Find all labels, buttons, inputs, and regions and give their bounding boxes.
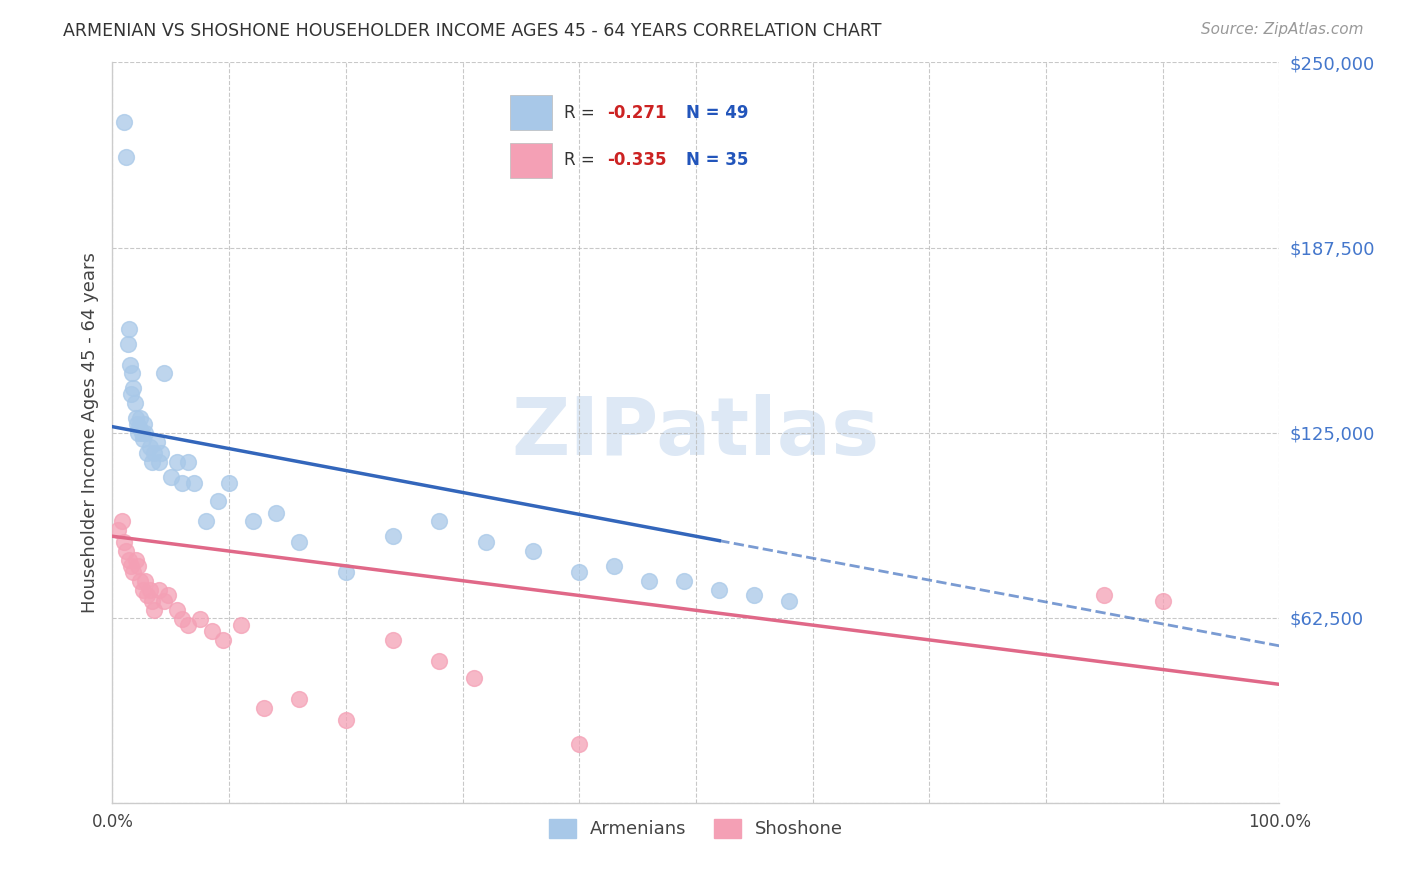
Point — [288, 692, 311, 706]
Point — [183, 475, 205, 490]
Point — [253, 701, 276, 715]
Text: ZIPatlas: ZIPatlas — [512, 393, 880, 472]
Point — [132, 432, 155, 446]
Point — [117, 336, 139, 351]
Point — [1094, 589, 1116, 603]
Point — [107, 524, 129, 538]
Point — [709, 582, 731, 597]
Point — [381, 529, 404, 543]
Point — [166, 455, 188, 469]
Point — [146, 434, 169, 449]
Point — [744, 589, 766, 603]
Point — [177, 618, 200, 632]
Point — [136, 589, 159, 603]
Point — [335, 713, 357, 727]
Point — [603, 558, 626, 573]
Point — [212, 632, 235, 647]
Point — [143, 603, 166, 617]
Point — [153, 594, 176, 608]
Point — [475, 535, 498, 549]
Point — [129, 574, 152, 588]
Point — [128, 419, 150, 434]
Point — [218, 475, 240, 490]
Point — [160, 470, 183, 484]
Point — [141, 594, 163, 608]
Point — [139, 582, 162, 597]
Point — [122, 565, 145, 579]
Point — [568, 565, 591, 579]
Point — [118, 322, 141, 336]
Point — [172, 612, 194, 626]
Point — [111, 515, 134, 529]
Point — [166, 603, 188, 617]
Point — [143, 446, 166, 460]
Point — [148, 455, 170, 469]
Point — [427, 515, 450, 529]
Point — [522, 544, 544, 558]
Point — [122, 381, 145, 395]
Point — [778, 594, 800, 608]
Point — [139, 441, 162, 455]
Point — [157, 589, 180, 603]
Point — [463, 672, 485, 686]
Point — [207, 493, 229, 508]
Point — [335, 565, 357, 579]
Point — [134, 574, 156, 588]
Text: Source: ZipAtlas.com: Source: ZipAtlas.com — [1201, 22, 1364, 37]
Point — [673, 574, 696, 588]
Point — [141, 455, 163, 469]
Point — [120, 387, 142, 401]
Point — [177, 455, 200, 469]
Point — [115, 150, 138, 164]
Point — [132, 582, 155, 597]
Legend: Armenians, Shoshone: Armenians, Shoshone — [541, 812, 851, 846]
Point — [427, 654, 450, 668]
Point — [129, 410, 152, 425]
Point — [112, 114, 135, 128]
Point — [127, 558, 149, 573]
Point — [121, 367, 143, 381]
Point — [188, 612, 211, 626]
Point — [242, 515, 264, 529]
Point — [148, 582, 170, 597]
Point — [568, 737, 591, 751]
Point — [132, 417, 155, 431]
Point — [264, 506, 287, 520]
Point — [131, 425, 153, 440]
Text: ARMENIAN VS SHOSHONE HOUSEHOLDER INCOME AGES 45 - 64 YEARS CORRELATION CHART: ARMENIAN VS SHOSHONE HOUSEHOLDER INCOME … — [63, 22, 882, 40]
Point — [124, 396, 146, 410]
Point — [172, 475, 194, 490]
Point — [201, 624, 224, 638]
Point — [229, 618, 252, 632]
Point — [120, 558, 142, 573]
Point — [288, 535, 311, 549]
Point — [125, 410, 148, 425]
Point — [127, 425, 149, 440]
Point — [381, 632, 404, 647]
Point — [125, 417, 148, 431]
Point — [136, 446, 159, 460]
Point — [638, 574, 661, 588]
Y-axis label: Householder Income Ages 45 - 64 years: Householder Income Ages 45 - 64 years — [80, 252, 98, 613]
Point — [118, 553, 141, 567]
Point — [125, 553, 148, 567]
Point — [1152, 594, 1174, 608]
Point — [194, 515, 217, 529]
Point — [115, 544, 138, 558]
Point — [134, 425, 156, 440]
Point — [118, 358, 141, 372]
Point — [150, 446, 173, 460]
Point — [112, 535, 135, 549]
Point — [153, 367, 176, 381]
